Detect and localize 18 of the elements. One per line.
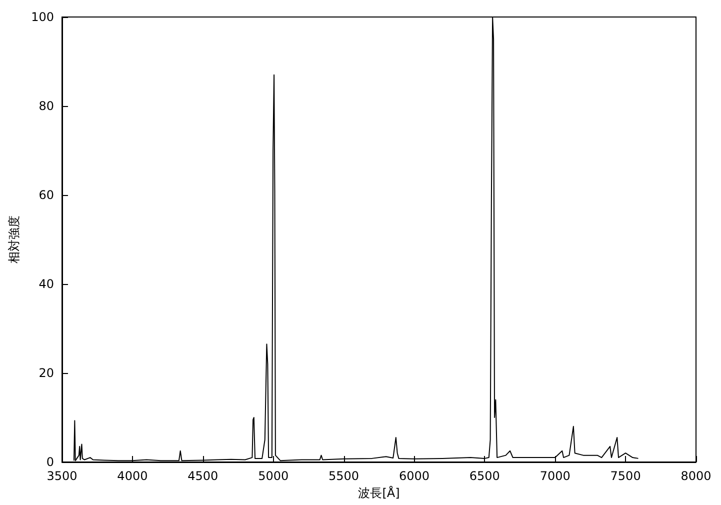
x-tick-label: 6000 bbox=[398, 469, 430, 483]
x-tick-label: 7000 bbox=[540, 469, 570, 483]
y-tick-label: 100 bbox=[31, 10, 54, 24]
x-tick-label: 3500 bbox=[46, 469, 78, 483]
y-tick-label: 20 bbox=[38, 366, 54, 380]
x-tick-label: 7500 bbox=[610, 469, 641, 483]
y-tick-label: 0 bbox=[46, 455, 54, 469]
y-axis-title: 相対強度 bbox=[7, 216, 22, 264]
x-tick-label: 6500 bbox=[469, 469, 500, 483]
x-tick-label: 5500 bbox=[328, 469, 360, 483]
x-tick-label: 4500 bbox=[188, 469, 218, 483]
x-axis-title: 波長[Å] bbox=[358, 484, 400, 500]
x-tick-label: 5000 bbox=[258, 469, 289, 483]
x-tick-label: 4000 bbox=[117, 469, 148, 483]
y-tick-label: 40 bbox=[38, 277, 54, 291]
y-tick-label: 60 bbox=[38, 188, 54, 202]
y-tick-label: 80 bbox=[38, 99, 54, 113]
x-tick-label: 8000 bbox=[680, 469, 712, 483]
